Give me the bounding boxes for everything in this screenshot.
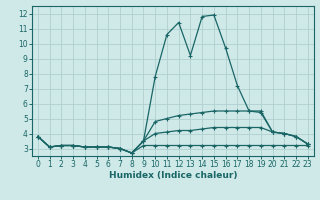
X-axis label: Humidex (Indice chaleur): Humidex (Indice chaleur) bbox=[108, 171, 237, 180]
